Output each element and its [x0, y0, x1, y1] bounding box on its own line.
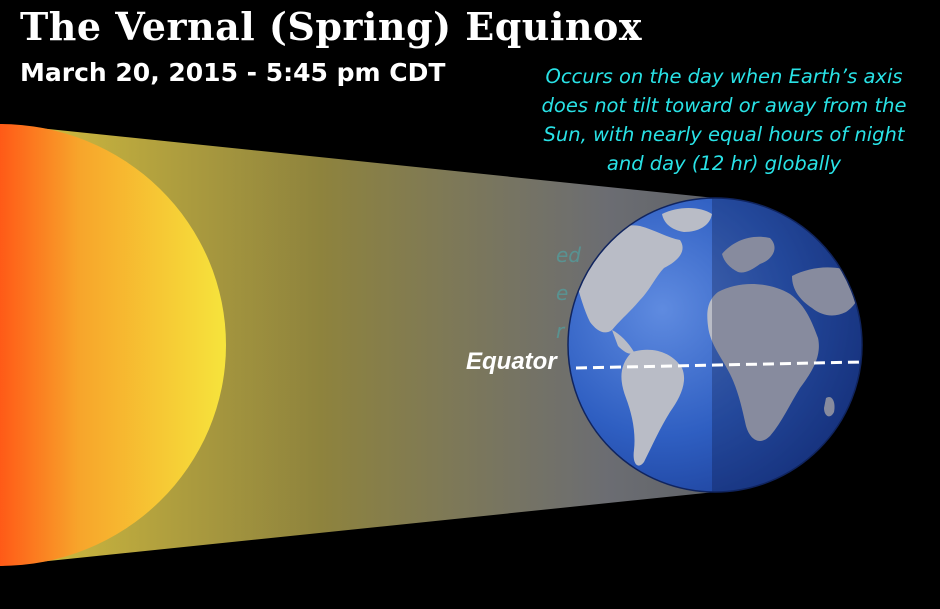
equinox-description: Occurs on the day when Earth’s axis does…: [512, 62, 936, 178]
description-line: does not tilt toward or away from the: [541, 94, 907, 117]
description-line: Occurs on the day when Earth’s axis: [545, 65, 903, 88]
description-line: and day (12 hr) globally: [606, 152, 842, 175]
description-line: Sun, with nearly equal hours of night: [543, 123, 905, 146]
equator-label: Equator: [466, 348, 557, 375]
equator-line: [575, 360, 863, 370]
page-title: The Vernal (Spring) Equinox: [20, 4, 643, 49]
faded-text-remnant: ed e r: [556, 243, 581, 343]
sun-icon: [0, 124, 226, 566]
date-subtitle: March 20, 2015 - 5:45 pm CDT: [20, 58, 446, 87]
earth-icon: [567, 197, 863, 493]
